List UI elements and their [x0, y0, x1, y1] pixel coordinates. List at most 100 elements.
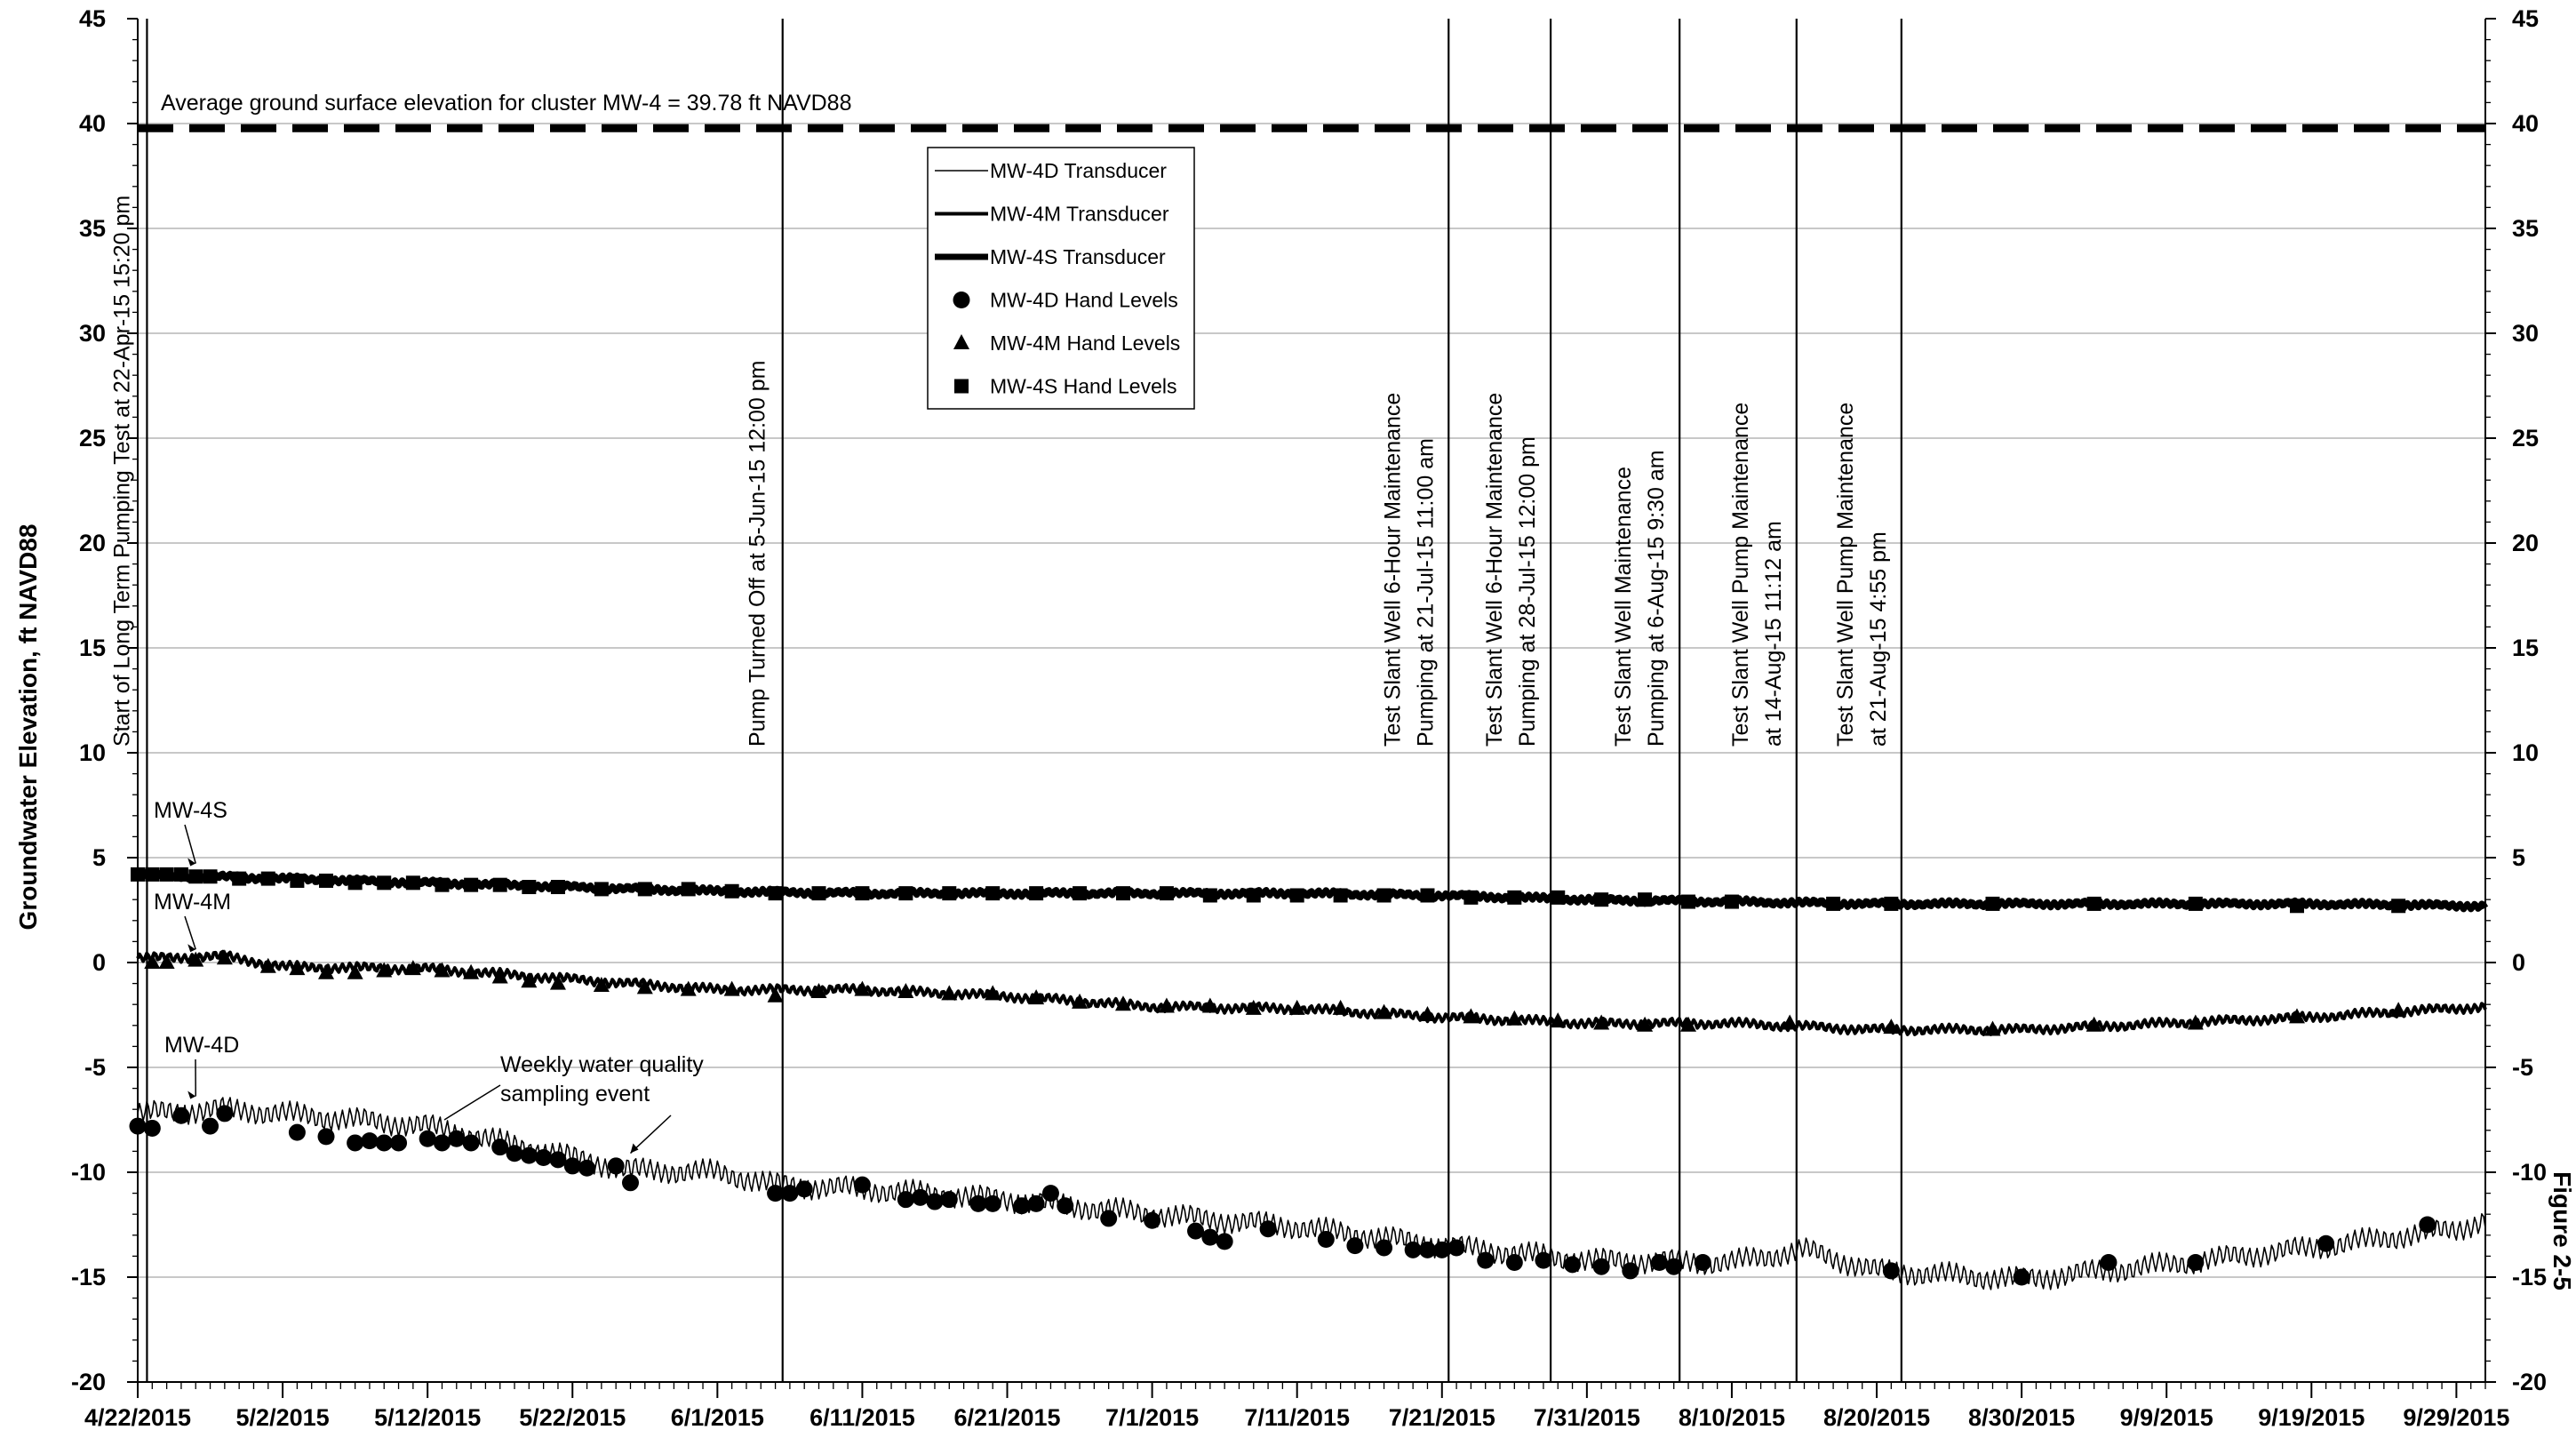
- legend-label: MW-4D Hand Levels: [990, 289, 1178, 312]
- hand-level-marker: [1201, 1228, 1219, 1246]
- hand-level-marker: [985, 985, 1001, 1001]
- hand-level-marker: [1202, 888, 1217, 903]
- x-tick-label: 9/9/2015: [2120, 1404, 2213, 1431]
- x-tick-label: 8/20/2015: [1823, 1404, 1930, 1431]
- hand-level-marker: [491, 1138, 509, 1156]
- event-label: Test Slant Well 6-Hour Maintenance: [1380, 393, 1405, 747]
- hand-level-marker: [898, 886, 913, 901]
- hand-level-marker: [578, 1159, 596, 1177]
- hand-level-marker: [1448, 1239, 1465, 1257]
- hand-level-marker: [1013, 1197, 1031, 1215]
- series-label-arrow: [184, 824, 196, 864]
- x-tick-label: 7/21/2015: [1389, 1404, 1495, 1431]
- hand-level-marker: [767, 987, 784, 1003]
- hand-level-marker: [143, 1119, 161, 1137]
- y-tick-label-right: 0: [2512, 949, 2525, 976]
- hand-level-marker: [1680, 1016, 1697, 1032]
- hand-level-marker: [259, 957, 276, 973]
- hand-level-marker: [2188, 896, 2203, 911]
- hand-level-marker: [768, 886, 783, 901]
- hand-level-marker: [521, 972, 538, 988]
- y-tick-label-left: -20: [71, 1369, 106, 1395]
- hand-level-marker: [940, 1191, 958, 1209]
- series-label: MW-4D: [164, 1033, 239, 1058]
- y-tick-label-left: 10: [79, 739, 106, 766]
- hand-level-marker: [1317, 1231, 1335, 1249]
- event-label: Pump Turned Off at 5-Jun-15 12:00 pm: [746, 360, 770, 747]
- hand-level-marker: [1376, 888, 1392, 903]
- hand-level-marker: [1650, 1253, 1668, 1271]
- hand-level-marker: [361, 1132, 379, 1150]
- hand-level-marker: [550, 880, 565, 895]
- hand-level-marker: [203, 869, 218, 884]
- y-tick-label-right: -5: [2512, 1054, 2533, 1081]
- hand-level-marker: [1592, 1258, 1610, 1275]
- y-tick-label-left: 30: [79, 320, 106, 347]
- hand-level-marker: [290, 873, 305, 888]
- hand-level-marker: [260, 871, 275, 886]
- hand-level-marker: [942, 886, 957, 901]
- hand-level-marker: [462, 1134, 480, 1152]
- hand-level-marker: [1404, 1241, 1422, 1258]
- horizontal-gridlines: [138, 123, 2485, 1278]
- y-tick-label-right: 40: [2512, 110, 2539, 137]
- hand-level-marker: [941, 985, 958, 1001]
- hand-level-marker: [434, 962, 451, 978]
- hand-level-marker: [1551, 890, 1566, 905]
- hand-level-marker: [1477, 1251, 1495, 1269]
- hand-level-marker: [448, 1130, 466, 1147]
- hand-level-marker: [288, 1123, 306, 1141]
- hand-level-marker: [1637, 1016, 1654, 1032]
- y-tick-label-left: -10: [71, 1159, 106, 1186]
- hand-level-marker: [1073, 886, 1088, 901]
- hand-level-marker: [563, 1157, 581, 1175]
- hand-level-marker: [172, 1106, 190, 1124]
- hand-level-marker: [2419, 1216, 2436, 1234]
- series-label-arrowhead: [187, 944, 196, 953]
- x-tick-label: 5/22/2015: [519, 1404, 626, 1431]
- series-line-mw-4d-transducer: [137, 1097, 2486, 1290]
- hand-level-marker: [1332, 999, 1349, 1015]
- hand-level-marker: [2289, 899, 2304, 914]
- hand-level-marker: [1826, 896, 1841, 911]
- hand-level-marker: [1884, 896, 1899, 911]
- hand-level-marker: [897, 983, 914, 999]
- x-tick-label: 4/22/2015: [84, 1404, 191, 1431]
- legend-marker-swatch: [954, 379, 969, 394]
- hand-level-marker: [1159, 886, 1174, 901]
- hand-level-marker: [216, 949, 233, 965]
- hand-level-marker: [1288, 999, 1305, 1015]
- hand-level-marker: [2317, 1234, 2335, 1252]
- series-labels: MW-4S MW-4M MW-4D Weekly water quality sampl…: [154, 798, 704, 1154]
- hand-level-marker: [491, 968, 508, 984]
- x-tick-label: 5/12/2015: [374, 1404, 481, 1431]
- hand-level-marker: [1158, 997, 1175, 1013]
- hand-level-marker: [187, 951, 204, 967]
- hand-level-marker: [1418, 1241, 1436, 1258]
- callout-arrowhead: [630, 1143, 639, 1154]
- y-tick-label-right: 30: [2512, 320, 2539, 347]
- hand-level-marker: [1665, 1258, 1683, 1275]
- hand-level-marker: [2391, 899, 2406, 914]
- x-tick-label: 9/29/2015: [2403, 1404, 2509, 1431]
- hand-level-marker: [1246, 888, 1261, 903]
- figure-label: Figure 2-5: [2548, 1171, 2576, 1290]
- hand-level-marker: [433, 1134, 451, 1152]
- ground-surface-label: Average ground surface elevation for clu…: [161, 91, 852, 116]
- hand-level-marker: [1041, 1185, 1059, 1202]
- event-label: Test Slant Well Pump Maintenance: [1728, 403, 1753, 747]
- event-lines: Start of Long Term Pumping Test at 22-Ap…: [109, 19, 1902, 1382]
- y-tick-label-right: 35: [2512, 215, 2539, 242]
- hand-level-marker: [319, 873, 334, 888]
- y-tick-label-right: 15: [2512, 635, 2539, 661]
- hand-level-marker: [1681, 894, 1696, 909]
- hand-level-marker: [1550, 1012, 1567, 1028]
- y-tick-label-left: 45: [79, 5, 106, 32]
- hand-level-marker: [375, 1134, 393, 1152]
- series-label: MW-4M: [154, 890, 231, 915]
- series-label-arrowhead: [187, 1090, 196, 1099]
- y-tick-label-left: 35: [79, 215, 106, 242]
- hand-level-marker: [1594, 892, 1609, 907]
- hand-level-marker: [1028, 989, 1045, 1005]
- event-label: Test Slant Well Maintenance: [1611, 467, 1636, 747]
